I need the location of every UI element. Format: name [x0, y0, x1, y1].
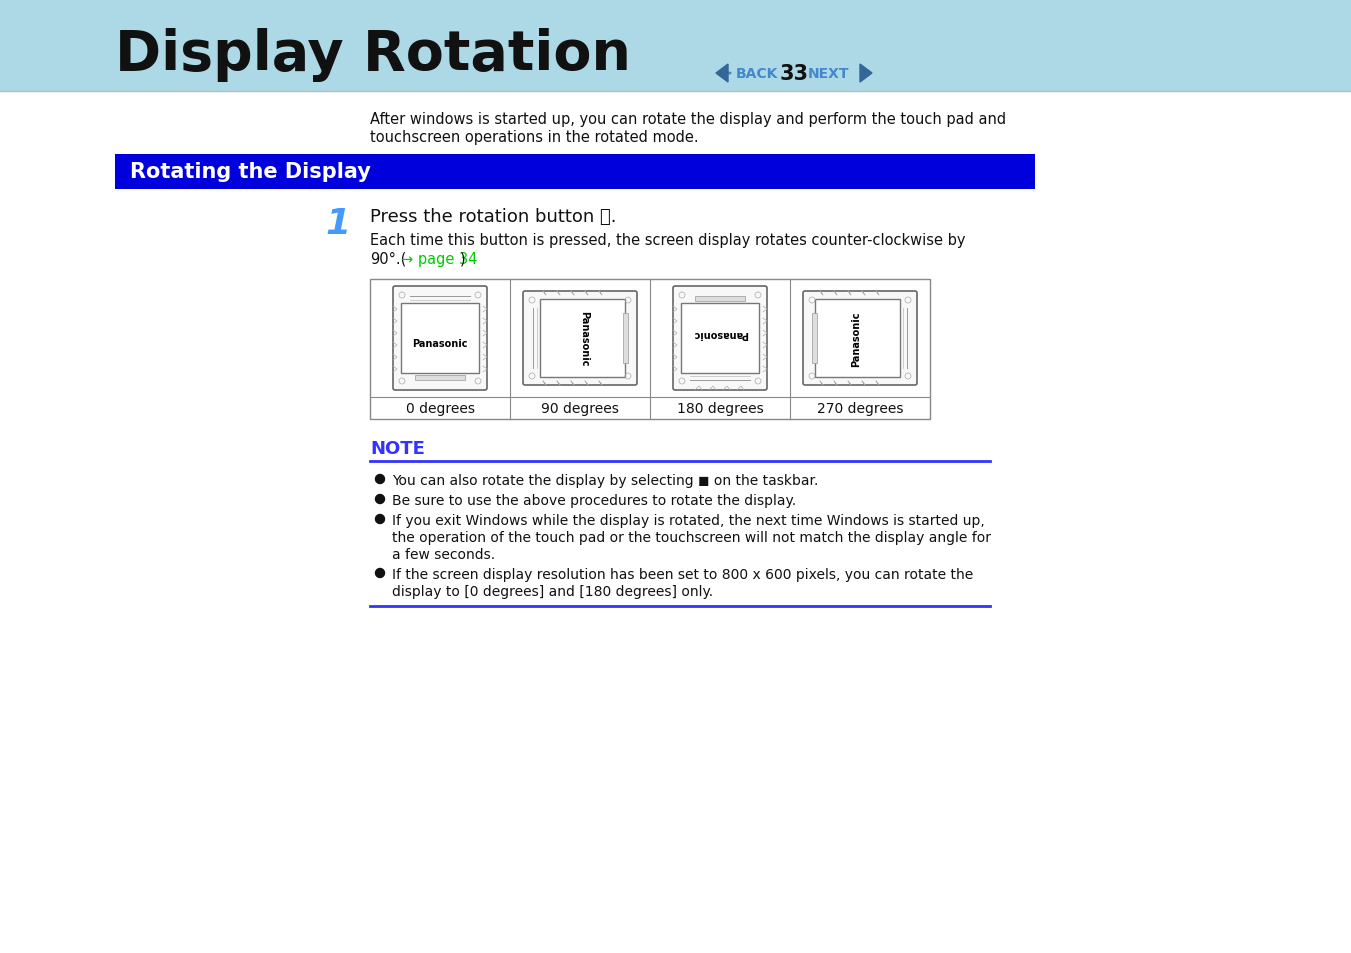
Text: Be sure to use the above procedures to rotate the display.: Be sure to use the above procedures to r…: [392, 494, 796, 507]
Text: Panasonic: Panasonic: [692, 329, 747, 338]
Text: 90 degrees: 90 degrees: [540, 401, 619, 416]
Text: ): ): [459, 252, 466, 267]
Text: Press the rotation button ⓡ.: Press the rotation button ⓡ.: [370, 208, 616, 226]
Text: Panasonic: Panasonic: [580, 311, 589, 366]
Text: If the screen display resolution has been set to 800 x 600 pixels, you can rotat: If the screen display resolution has bee…: [392, 567, 973, 581]
Bar: [815, 299, 900, 377]
Text: display to [0 degrees] and [180 degrees] only.: display to [0 degrees] and [180 degrees]…: [392, 584, 713, 598]
Text: Panasonic: Panasonic: [851, 311, 861, 366]
Bar: [401, 304, 480, 374]
Text: If you exit Windows while the display is rotated, the next time Windows is start: If you exit Windows while the display is…: [392, 514, 985, 527]
Polygon shape: [716, 65, 728, 83]
Text: 33: 33: [780, 64, 808, 84]
Text: the operation of the touch pad or the touchscreen will not match the display ang: the operation of the touch pad or the to…: [392, 531, 992, 544]
Text: → page 34: → page 34: [401, 252, 477, 267]
Circle shape: [376, 495, 385, 504]
Text: 0 degrees: 0 degrees: [405, 401, 474, 416]
Polygon shape: [861, 65, 871, 83]
Text: You can also rotate the display by selecting ◼ on the taskbar.: You can also rotate the display by selec…: [392, 474, 819, 488]
Bar: [694, 296, 744, 302]
Bar: [540, 299, 626, 377]
Bar: [115, 154, 1035, 190]
Text: NEXT: NEXT: [808, 67, 850, 81]
Bar: [370, 280, 929, 419]
Text: NOTE: NOTE: [370, 439, 424, 457]
FancyBboxPatch shape: [393, 287, 486, 391]
Text: Rotating the Display: Rotating the Display: [130, 162, 372, 182]
Text: 90°.(: 90°.(: [370, 252, 407, 267]
Circle shape: [376, 569, 385, 578]
Text: BACK: BACK: [736, 67, 778, 81]
Text: Panasonic: Panasonic: [412, 338, 467, 349]
Text: touchscreen operations in the rotated mode.: touchscreen operations in the rotated mo…: [370, 130, 698, 145]
FancyBboxPatch shape: [673, 287, 767, 391]
Text: 270 degrees: 270 degrees: [817, 401, 904, 416]
FancyBboxPatch shape: [523, 292, 638, 386]
Text: 1: 1: [326, 207, 350, 241]
Text: a few seconds.: a few seconds.: [392, 547, 494, 561]
Text: Display Rotation: Display Rotation: [115, 28, 631, 82]
Bar: [623, 314, 628, 364]
Circle shape: [376, 515, 385, 524]
Bar: [415, 375, 465, 380]
Text: After windows is started up, you can rotate the display and perform the touch pa: After windows is started up, you can rot…: [370, 112, 1006, 127]
Bar: [812, 314, 817, 364]
Circle shape: [376, 475, 385, 484]
Text: 180 degrees: 180 degrees: [677, 401, 763, 416]
FancyBboxPatch shape: [802, 292, 917, 386]
Bar: [681, 304, 759, 374]
Text: Each time this button is pressed, the screen display rotates counter-clockwise b: Each time this button is pressed, the sc…: [370, 233, 966, 248]
Bar: [0, 0, 1351, 91]
